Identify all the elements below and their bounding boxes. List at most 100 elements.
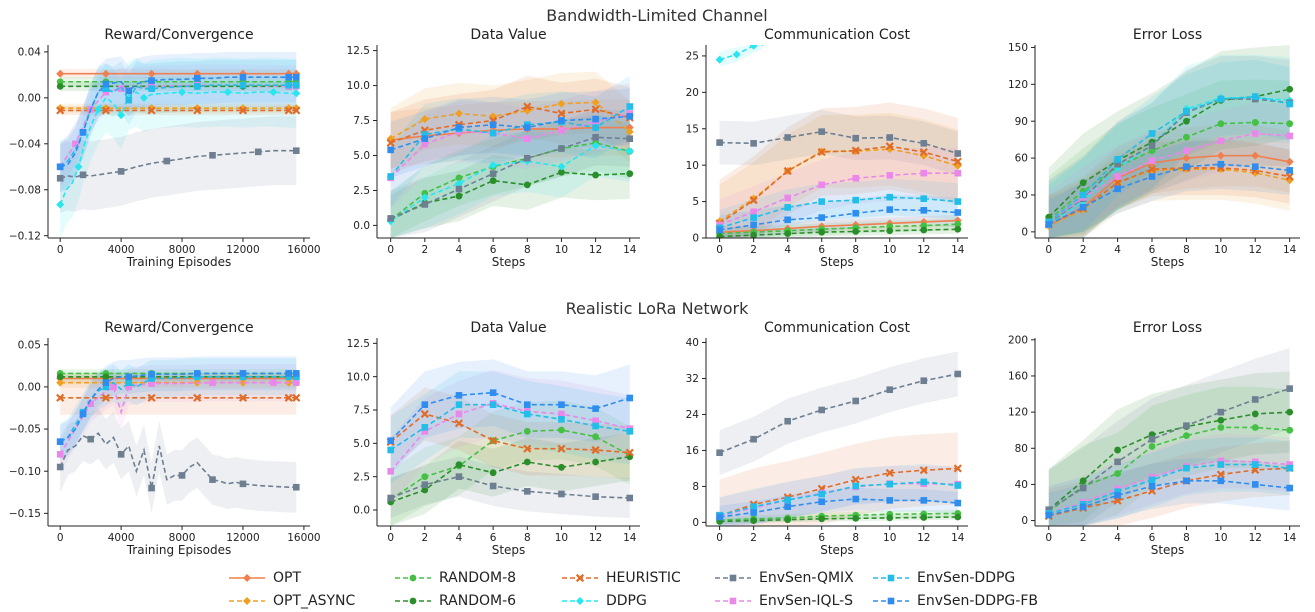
point-opt-async: [625, 127, 634, 136]
point-random-8: [1251, 119, 1259, 126]
point-envsen-iql-s: [292, 379, 300, 386]
point-envsen-qmix: [148, 484, 155, 492]
point-envsen-ddpg: [239, 81, 247, 89]
point-random-6: [784, 230, 792, 238]
point-envsen-qmix: [716, 139, 723, 146]
point-envsen-ddpg: [1286, 100, 1293, 108]
point-envsen-ddpg: [193, 83, 201, 90]
y-tick-label: −0.04: [9, 138, 41, 150]
y-tick-label: 10: [686, 160, 699, 172]
x-tick-label: 10: [555, 244, 568, 256]
point-envsen-qmix: [178, 472, 186, 479]
y-tick-label: 7.5: [353, 115, 370, 127]
markers-envsen-qmix: [1045, 385, 1293, 514]
band-envsen-qmix: [390, 456, 630, 518]
x-tick-label: 14: [951, 532, 965, 544]
point-envsen-ddpg-fb: [954, 209, 962, 216]
y-tick-label: 0: [1021, 515, 1028, 527]
point-envsen-ddpg: [750, 503, 757, 510]
markers-envsen-ddpg-fb: [1045, 160, 1293, 228]
point-envsen-ddpg: [818, 490, 825, 498]
point-envsen-iql-s: [148, 380, 155, 387]
point-random-6: [784, 516, 792, 524]
legend-swatch-marker: [729, 574, 737, 582]
line-envsen-ddpg-fb: [390, 391, 630, 442]
point-envsen-qmix: [387, 494, 394, 502]
panel-title: Error Loss: [1133, 320, 1202, 336]
y-tick-label: 160: [1008, 371, 1028, 383]
band-envsen-ddpg: [390, 371, 630, 484]
point-envsen-ddpg-fb: [1148, 173, 1156, 180]
x-tick-label: 6: [490, 244, 497, 256]
x-tick-label: 10: [883, 532, 896, 544]
point-heuristic: [885, 142, 894, 151]
point-heuristic: [147, 393, 156, 402]
y-tick-label: 0: [692, 233, 699, 245]
x-tick-label: 2: [421, 244, 428, 256]
point-envsen-ddpg-fb: [852, 209, 860, 217]
x-tick-label: 2: [750, 244, 757, 256]
y-tick-label: 0.00: [18, 381, 41, 393]
point-envsen-ddpg-fb: [285, 370, 292, 377]
point-heuristic: [851, 475, 860, 484]
plot-area: [715, 45, 962, 238]
panel-title: Communication Cost: [764, 320, 910, 336]
point-random-8: [421, 473, 429, 481]
band-envsen-qmix: [719, 351, 958, 476]
line-envsen-qmix: [390, 475, 630, 499]
point-envsen-ddpg-fb: [1045, 511, 1053, 519]
point-envsen-qmix: [239, 480, 247, 488]
point-envsen-ddpg-fb: [455, 124, 463, 131]
point-envsen-qmix: [1148, 142, 1156, 150]
line-envsen-iql-s: [390, 112, 630, 179]
point-envsen-qmix: [852, 397, 860, 405]
point-envsen-ddpg: [285, 373, 292, 381]
band-ddpg: [60, 57, 297, 238]
point-envsen-ddpg: [1183, 464, 1190, 472]
band-envsen-qmix: [719, 109, 958, 176]
line-envsen-ddpg: [719, 196, 958, 229]
band-random-8: [390, 400, 630, 526]
point-envsen-ddpg: [592, 422, 599, 430]
point-envsen-qmix: [117, 451, 125, 458]
point-ddpg: [178, 88, 187, 97]
legend-label: OPT: [273, 570, 302, 586]
point-random-6: [750, 517, 758, 525]
point-envsen-iql-s: [455, 410, 463, 418]
point-opt: [56, 69, 65, 78]
point-envsen-iql-s: [784, 194, 791, 202]
line-heuristic: [719, 467, 958, 517]
point-envsen-ddpg: [421, 424, 429, 431]
x-axis-label: Steps: [1151, 255, 1185, 269]
point-heuristic: [1285, 172, 1294, 181]
line-envsen-ddpg: [1048, 95, 1290, 223]
point-envsen-iql-s: [125, 383, 133, 391]
point-envsen-qmix: [1286, 385, 1293, 392]
panel-data-value-0: Data Value 0 2 4 6 8 10 12 14 0.0 2.5 5.0 7.5 10.0 12.…: [347, 27, 640, 269]
point-envsen-ddpg: [148, 85, 155, 92]
point-envsen-iql-s: [421, 140, 429, 148]
point-random-6: [56, 373, 64, 381]
x-tick-label: 8000: [169, 244, 196, 256]
x-tick-label: 14: [1283, 532, 1297, 544]
y-tick-label: 120: [1008, 79, 1028, 91]
point-envsen-ddpg-fb: [1114, 185, 1121, 193]
line-heuristic: [390, 105, 630, 144]
point-envsen-ddpg-fb: [750, 509, 757, 516]
y-tick-label: 16: [686, 445, 700, 457]
y-tick-label: −0.10: [9, 466, 41, 478]
y-tick-label: 24: [686, 409, 700, 421]
y-tick-label: 60: [1015, 153, 1028, 165]
point-envsen-ddpg-fb: [1148, 482, 1156, 490]
point-envsen-qmix: [1183, 422, 1190, 429]
x-tick-label: 8: [1183, 532, 1190, 544]
y-tick-label: 0: [1021, 226, 1028, 238]
point-envsen-ddpg: [626, 103, 634, 110]
point-opt: [1285, 157, 1294, 166]
point-heuristic: [101, 106, 110, 115]
point-heuristic: [919, 147, 928, 157]
point-ddpg: [223, 88, 232, 97]
point-envsen-ddpg-fb: [558, 117, 565, 124]
point-random-6: [455, 192, 463, 200]
point-envsen-ddpg-fb: [193, 370, 201, 377]
